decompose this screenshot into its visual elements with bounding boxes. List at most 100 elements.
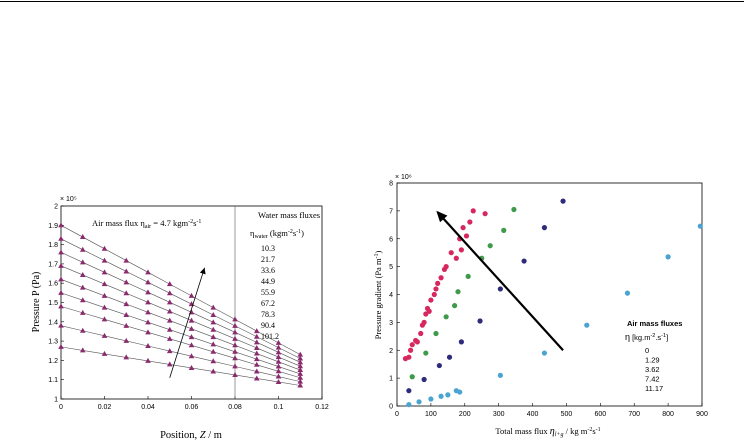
left-data-point	[101, 332, 108, 338]
left-series-line	[60, 346, 301, 386]
right-data-point	[421, 319, 427, 325]
left-xlabel-prefix: Position,	[160, 430, 200, 441]
left-data-point	[79, 297, 86, 303]
left-data-point	[253, 350, 260, 356]
right-legend-units-close: ]	[666, 333, 668, 342]
air-flux-unit-exp: -2	[188, 219, 193, 225]
right-data-point	[436, 362, 442, 369]
right-xlabel-units-exp: -2	[587, 427, 592, 433]
left-series-line	[60, 279, 301, 371]
right-legend-units-tail: .s	[655, 333, 661, 342]
right-x-tick-label: 300	[493, 411, 505, 418]
left-data-point	[145, 329, 151, 335]
left-data-point	[123, 354, 130, 360]
right-data-point	[428, 297, 434, 303]
right-x-axis-label: Total mass flux ηl+g / kg m-2s-1	[495, 426, 600, 438]
top-rule	[0, 1, 744, 2]
right-y-tick-label: 8	[389, 181, 393, 188]
left-y-tick-label: 1.6	[48, 281, 58, 288]
left-data-point	[232, 348, 238, 354]
left-data-point	[232, 329, 238, 335]
left-series-21.7	[58, 322, 304, 384]
right-ylabel-main: Pressure gradient (Pa m	[373, 258, 383, 339]
right-data-point	[665, 254, 671, 260]
left-data-point	[166, 308, 173, 314]
right-arrow-shaft	[436, 211, 564, 351]
left-data-point	[253, 333, 260, 339]
left-data-point	[79, 327, 86, 333]
left-data-point	[297, 359, 304, 365]
right-y-tick-label: 4	[389, 292, 393, 299]
right-data-point	[467, 219, 473, 225]
left-data-point	[210, 319, 217, 325]
left-xlabel-suffix: / m	[206, 430, 222, 441]
right-legend-units: η [kg.m-2.s-1]	[625, 332, 668, 342]
left-data-point	[253, 328, 260, 334]
left-data-point	[188, 334, 195, 340]
right-xlabel-units-tail: s	[592, 426, 595, 436]
left-data-point	[101, 316, 108, 322]
right-legend-units-exp: -2	[650, 333, 655, 339]
left-data-point	[123, 311, 130, 317]
right-data-point	[460, 225, 466, 231]
left-data-point	[297, 370, 304, 376]
left-arrow-shaft	[169, 267, 205, 378]
right-legend-symbol: η	[625, 332, 630, 342]
left-data-point	[145, 357, 151, 363]
left-data-point	[101, 350, 108, 356]
left-data-point	[145, 269, 151, 275]
right-xlabel-units-exp2: -1	[596, 427, 601, 433]
legend-symbol-sub: water	[254, 234, 267, 240]
air-flux-value: = 4.7 kgm	[151, 218, 188, 228]
left-data-point	[79, 246, 86, 252]
right-xlabel-units: / kg m	[563, 426, 587, 436]
right-data-point	[458, 339, 464, 345]
left-data-point	[297, 351, 304, 357]
left-data-point	[210, 358, 217, 364]
right-data-point	[428, 396, 434, 402]
left-data-point	[232, 355, 238, 361]
left-data-point	[123, 268, 130, 274]
left-data-point	[145, 343, 151, 349]
left-x-tick-label: 0.12	[315, 404, 329, 411]
right-data-point	[457, 389, 463, 395]
right-data-point	[438, 393, 444, 399]
right-x-tick-label: 0	[395, 411, 399, 418]
left-data-point	[253, 344, 260, 350]
right-x-tick-label: 700	[628, 411, 640, 418]
left-data-point	[275, 368, 282, 374]
right-series-0	[402, 208, 488, 362]
right-legend-units-text: [kg.m	[630, 333, 650, 342]
right-data-point	[697, 223, 703, 229]
right-x-tick-label: 400	[527, 411, 539, 418]
left-data-point	[210, 368, 217, 374]
left-data-point	[188, 342, 195, 348]
right-data-point	[409, 342, 415, 348]
right-data-point	[453, 255, 459, 261]
right-data-point	[421, 376, 427, 383]
right-y-ticks: 0 1 2 3 4 5 6 7 8	[389, 181, 400, 411]
left-y-tick-label: 1.2	[48, 358, 58, 365]
left-legend-value: 55.9	[261, 288, 275, 297]
air-flux-label: Air mass flux η	[92, 218, 145, 228]
right-data-point	[443, 314, 449, 320]
right-pressure-gradient-chart: × 10⁶ 0 100 200 300 400 500 600 700 800 900 0 1 2 3 4…	[373, 174, 708, 438]
right-data-point	[406, 388, 412, 394]
right-data-point	[414, 339, 420, 345]
right-y-tick-label: 2	[389, 348, 393, 355]
right-data-point	[448, 250, 454, 256]
left-data-point	[58, 262, 64, 268]
left-series-line	[60, 265, 301, 367]
left-data-point	[275, 349, 282, 355]
right-legend-value: 0	[645, 346, 649, 355]
left-legend-value: 67.2	[261, 299, 275, 308]
right-xlabel-sub: l+g	[555, 432, 564, 438]
right-legend-units-exp2: -1	[661, 333, 666, 339]
right-y-tick-label: 1	[389, 376, 393, 383]
left-data-point	[275, 358, 282, 364]
right-ylabel-close: )	[373, 250, 383, 253]
right-data-point	[433, 330, 439, 337]
left-legend-units: ηwater (kgm-2s-1)	[250, 228, 304, 240]
left-exponent-label: × 10⁵	[60, 196, 77, 203]
left-data-point	[232, 335, 238, 341]
